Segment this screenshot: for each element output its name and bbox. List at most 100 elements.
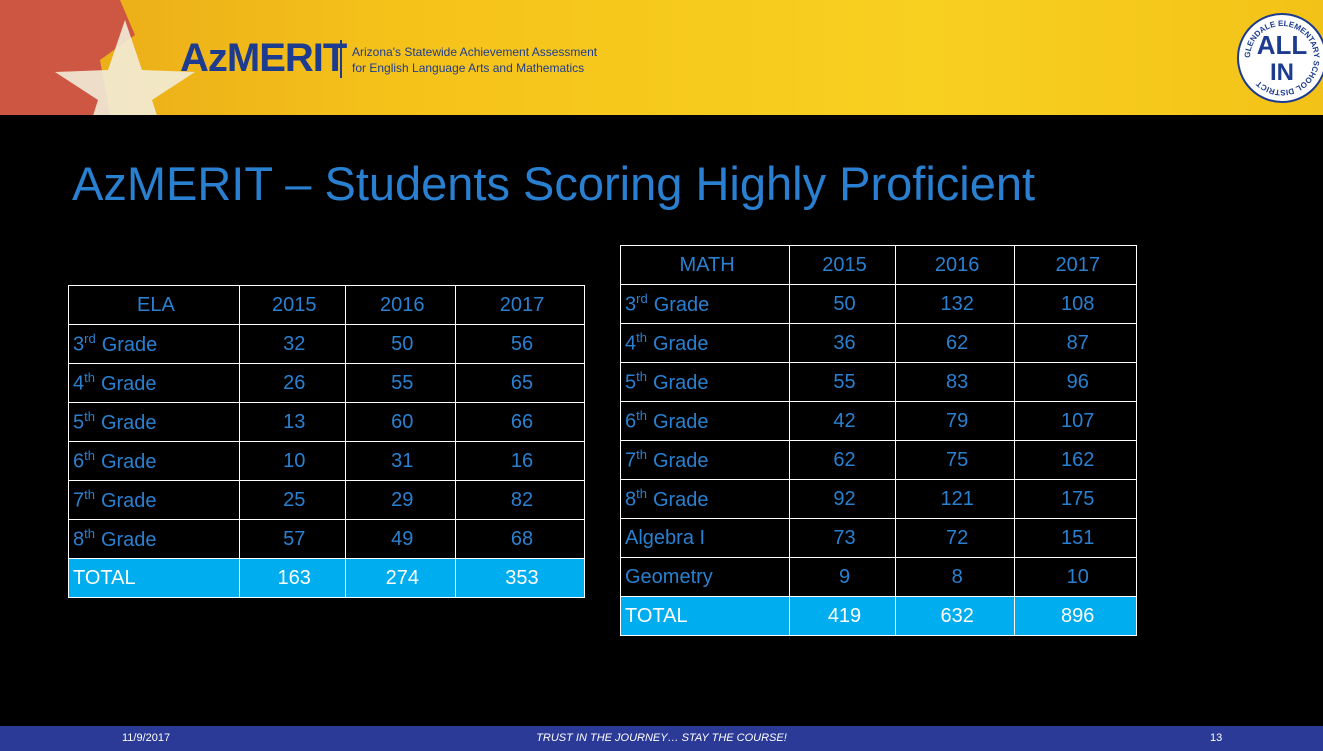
row-label: 7th Grade [69, 481, 240, 520]
row-label: 5thGrade [69, 403, 240, 442]
cell: 49 [345, 520, 455, 559]
cell: 55 [790, 363, 896, 402]
cell: 29 [345, 481, 455, 520]
total-cell: 353 [455, 559, 584, 598]
ordinal-suffix: rd [84, 331, 96, 346]
header-banner: GLENDALE ELEMENTARY SCHOOL DISTRICT ALL … [0, 0, 1323, 115]
footer-page: 13 [1210, 732, 1222, 744]
ordinal: 7 [625, 450, 636, 472]
cell: 31 [345, 442, 455, 481]
total-cell: 274 [345, 559, 455, 598]
cell: 62 [895, 324, 1015, 363]
cell: 16 [455, 442, 584, 481]
row-label: Algebra I [621, 519, 790, 558]
logo-line1: ALL [1257, 30, 1308, 60]
grade-word: Grade [653, 372, 709, 394]
cell: 83 [895, 363, 1015, 402]
cell: 9 [790, 558, 896, 597]
column-header: 2017 [1015, 246, 1137, 285]
ordinal: 4 [625, 333, 636, 355]
brand: AzMERIT [180, 36, 346, 81]
column-header: MATH [621, 246, 790, 285]
ordinal-suffix: th [636, 486, 647, 501]
column-header: 2016 [895, 246, 1015, 285]
logo-line2: IN [1270, 59, 1294, 86]
column-header: 2015 [790, 246, 896, 285]
total-label: TOTAL [69, 559, 240, 598]
cell: 10 [1015, 558, 1137, 597]
grade-word: Grade [653, 450, 709, 472]
ordinal: 7 [73, 490, 84, 512]
total-cell: 163 [239, 559, 345, 598]
cell: 26 [239, 364, 345, 403]
ordinal: 6 [73, 451, 84, 473]
grade-word: Grade [101, 529, 157, 551]
cell: 42 [790, 402, 896, 441]
row-label: 3rdGrade [621, 285, 790, 324]
cell: 151 [1015, 519, 1137, 558]
grade-word: Grade [101, 412, 157, 434]
cell: 50 [345, 325, 455, 364]
row-label: 3rdGrade [69, 325, 240, 364]
cell: 107 [1015, 402, 1137, 441]
total-cell: 632 [895, 597, 1015, 636]
cell: 132 [895, 285, 1015, 324]
cell: 36 [790, 324, 896, 363]
cell: 50 [790, 285, 896, 324]
cell: 121 [895, 480, 1015, 519]
tagline-1: Arizona's Statewide Achievement Assessme… [352, 44, 597, 60]
cell: 68 [455, 520, 584, 559]
row-label: Geometry [621, 558, 790, 597]
grade-word: Grade [102, 334, 158, 356]
cell: 32 [239, 325, 345, 364]
cell: 96 [1015, 363, 1137, 402]
slide-title: AzMERIT – Students Scoring Highly Profic… [72, 156, 1035, 211]
grade-word: Grade [101, 373, 157, 395]
cell: 162 [1015, 441, 1137, 480]
grade-word: Grade [101, 490, 157, 512]
cell: 108 [1015, 285, 1137, 324]
ordinal: 8 [73, 529, 84, 551]
ordinal: 4 [73, 373, 84, 395]
ordinal-suffix: th [636, 369, 647, 384]
cell: 65 [455, 364, 584, 403]
cell: 25 [239, 481, 345, 520]
grade-word: Grade [654, 294, 710, 316]
ordinal: 8 [625, 489, 636, 511]
total-label: TOTAL [621, 597, 790, 636]
cell: 10 [239, 442, 345, 481]
ordinal-suffix: th [84, 487, 95, 502]
ordinal-suffix: th [636, 408, 647, 423]
cell: 55 [345, 364, 455, 403]
footer-motto: TRUST IN THE JOURNEY… STAY THE COURSE! [0, 732, 1323, 744]
ordinal: 5 [625, 372, 636, 394]
cell: 72 [895, 519, 1015, 558]
ordinal: 6 [625, 411, 636, 433]
cell: 175 [1015, 480, 1137, 519]
cell: 87 [1015, 324, 1137, 363]
row-label: 5th Grade [621, 363, 790, 402]
data-row: 8thGrade92121175 [621, 480, 1137, 519]
column-header: ELA [69, 286, 240, 325]
ordinal-suffix: th [84, 409, 95, 424]
total-cell: 419 [790, 597, 896, 636]
